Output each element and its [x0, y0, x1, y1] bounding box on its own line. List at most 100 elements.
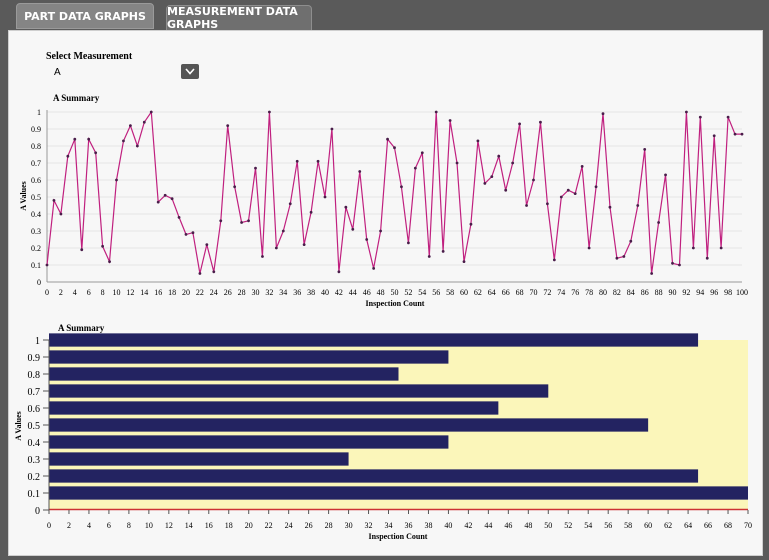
line-y-tick-label: 0.8	[31, 142, 41, 151]
line-data-point	[115, 178, 118, 182]
line-x-tick-label: 84	[627, 288, 635, 297]
line-data-point	[108, 260, 111, 263]
line-data-point	[254, 166, 257, 170]
line-chart-x-label: Inspection Count	[366, 299, 425, 308]
line-x-tick-label: 86	[641, 288, 649, 297]
tab-measurement-data-graphs[interactable]: MEASUREMENT DATA GRAPHS	[166, 5, 312, 31]
line-data-point	[122, 139, 125, 143]
chevron-down-icon	[185, 68, 195, 75]
line-data-point	[52, 199, 56, 202]
line-data-point	[379, 229, 382, 233]
line-data-point	[455, 161, 459, 165]
line-data-point	[337, 270, 341, 274]
bar-x-tick-label: 6	[107, 521, 111, 530]
measurement-select-value[interactable]: A	[54, 67, 61, 78]
bar-chart-bar	[49, 418, 649, 432]
line-y-tick-label: 0.6	[31, 176, 41, 185]
line-data-point	[365, 238, 369, 241]
line-chart-grid	[46, 110, 742, 283]
line-data-point	[601, 112, 605, 116]
line-data-point	[712, 134, 716, 138]
line-x-tick-label: 34	[279, 288, 287, 297]
line-x-tick-label: 52	[404, 288, 412, 297]
bar-chart-x-label: Inspection Count	[369, 532, 428, 541]
line-series	[46, 110, 742, 274]
line-data-point	[678, 263, 681, 267]
line-data-point	[587, 246, 591, 250]
line-data-point	[462, 260, 466, 263]
line-x-tick-label: 80	[599, 288, 607, 297]
line-chart-y-ticks: 0 0.1 0.2 0.3 0.4 0.5 0.6 0.7 0.8 0.9 1	[31, 108, 41, 287]
bar-x-tick-label: 22	[265, 521, 273, 530]
line-data-point	[156, 200, 160, 204]
line-x-tick-label: 68	[516, 288, 524, 297]
bar-x-tick-label: 44	[484, 521, 492, 530]
line-x-tick-label: 22	[196, 288, 204, 297]
line-data-point	[281, 229, 285, 233]
line-x-tick-label: 14	[140, 288, 148, 297]
line-x-tick-label: 94	[696, 288, 704, 297]
line-data-point	[532, 178, 535, 182]
line-y-tick-label: 0.7	[31, 159, 41, 168]
line-data-point	[351, 227, 355, 231]
line-x-tick-label: 20	[182, 288, 190, 297]
line-data-point	[518, 122, 521, 126]
line-data-point	[733, 132, 737, 136]
line-data-point	[566, 188, 570, 192]
bar-y-tick-label: 0.9	[28, 353, 41, 364]
line-data-point	[400, 185, 403, 189]
line-chart-x-ticks: 0 2 4 6 8 10 12 14 16 18 20 22 24 26 28 30 32 34 36 38 40 42 4…	[45, 288, 748, 297]
bar-x-tick-label: 40	[444, 521, 452, 530]
line-x-tick-label: 74	[557, 288, 565, 297]
line-data-point	[45, 263, 49, 267]
line-data-point	[344, 205, 348, 209]
line-data-point	[177, 216, 181, 219]
line-data-point	[559, 195, 563, 199]
measurement-dropdown-button[interactable]	[181, 64, 199, 79]
line-x-tick-label: 28	[238, 288, 246, 297]
line-data-point	[226, 124, 230, 127]
line-data-point	[198, 272, 202, 275]
line-data-point	[330, 127, 334, 131]
line-data-point	[163, 193, 167, 197]
line-data-point	[205, 243, 209, 247]
bar-x-tick-label: 38	[424, 521, 432, 530]
line-chart-title: A Summary	[53, 93, 100, 103]
line-data-point	[698, 115, 702, 119]
line-data-point	[691, 246, 695, 250]
line-data-point	[101, 244, 104, 248]
bar-x-tick-label: 4	[87, 521, 91, 530]
line-data-point	[80, 248, 84, 252]
line-x-tick-label: 50	[391, 288, 399, 297]
line-x-tick-label: 62	[474, 288, 482, 297]
line-data-point	[386, 137, 389, 141]
line-data-point	[302, 243, 306, 247]
line-data-point	[476, 139, 480, 143]
bar-y-tick-label: 0.6	[28, 404, 41, 415]
line-data-point	[740, 132, 744, 136]
bar-x-tick-label: 70	[744, 521, 752, 530]
bar-chart-y-ticks: 0 0.1 0.2 0.3 0.4 0.5 0.6 0.7 0.8 0.9 1	[28, 336, 50, 517]
line-chart-y-label: A Values	[19, 181, 28, 211]
line-x-tick-label: 90	[669, 288, 677, 297]
line-data-point	[622, 255, 626, 258]
bar-chart-bar	[49, 452, 349, 466]
bar-x-tick-label: 58	[624, 521, 632, 530]
line-y-tick-label: 0.4	[31, 210, 41, 219]
tab-part-data-graphs[interactable]: PART DATA GRAPHS	[16, 3, 154, 29]
line-x-tick-label: 100	[736, 288, 748, 297]
line-data-point	[685, 110, 688, 114]
line-data-point	[240, 221, 244, 224]
line-data-point	[483, 182, 487, 185]
line-x-tick-label: 82	[613, 288, 621, 297]
line-data-point	[657, 221, 660, 224]
bar-x-tick-label: 14	[185, 521, 193, 530]
bar-x-tick-label: 26	[305, 521, 313, 530]
line-x-tick-label: 26	[224, 288, 232, 297]
line-x-tick-label: 32	[265, 288, 273, 297]
line-data-point	[233, 185, 237, 189]
bar-chart-bar	[49, 435, 449, 449]
line-x-tick-label: 8	[101, 288, 105, 297]
bar-x-tick-label: 56	[604, 521, 612, 530]
bar-chart-bar	[49, 367, 399, 381]
